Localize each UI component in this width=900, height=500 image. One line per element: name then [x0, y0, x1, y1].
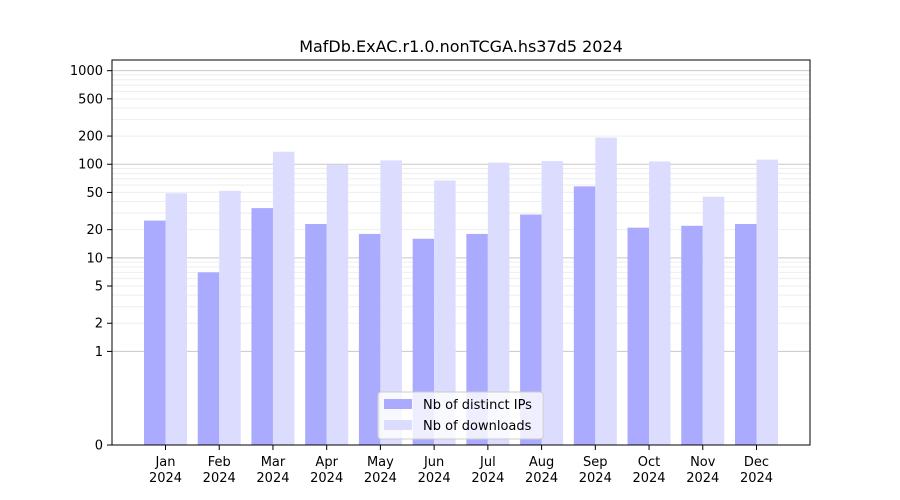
chart-title: MafDb.ExAC.r1.0.nonTCGA.hs37d5 2024 — [299, 37, 623, 56]
bar-downloads — [702, 196, 725, 445]
bar-distinct-ips — [681, 225, 703, 445]
x-tick-label: Aug 2024 — [525, 455, 558, 486]
bar-distinct-ips — [520, 214, 542, 445]
bar-distinct-ips — [197, 272, 220, 445]
x-tick-label: Nov 2024 — [686, 455, 719, 486]
bar-downloads — [165, 193, 187, 445]
legend-swatch — [384, 399, 412, 409]
bar-downloads — [326, 164, 349, 445]
y-tick-label: 10 — [86, 251, 103, 266]
bar-distinct-ips — [627, 227, 650, 445]
x-tick-label: May 2024 — [364, 455, 397, 486]
bar-downloads — [487, 162, 510, 445]
y-tick-label: 100 — [78, 158, 103, 173]
legend-swatch — [384, 420, 412, 430]
bars — [144, 137, 778, 446]
bar-downloads — [380, 160, 402, 445]
y-axis: 0 1 2 5 10 20 50 100 200 500 1000 — [70, 64, 112, 454]
bar-downloads — [649, 161, 671, 445]
x-tick-label: Oct 2024 — [632, 455, 665, 486]
bar-distinct-ips — [144, 220, 166, 445]
x-tick-label: Jul 2024 — [471, 455, 504, 486]
legend-label: Nb of downloads — [423, 419, 532, 434]
y-tick-label: 500 — [78, 92, 103, 107]
legend-box — [377, 391, 544, 440]
x-tick-label: Apr 2024 — [310, 455, 343, 486]
y-tick-label: 20 — [86, 223, 103, 238]
y-tick-label: 50 — [86, 186, 103, 201]
y-tick-label: 5 — [95, 280, 103, 295]
bar-downloads — [272, 151, 295, 445]
x-tick-label: Dec 2024 — [740, 455, 773, 486]
legend-label: Nb of distinct IPs — [423, 398, 532, 413]
plot-frame — [111, 59, 811, 446]
bar-distinct-ips — [573, 186, 596, 445]
y-tick-label: 1000 — [70, 64, 103, 79]
bar-downloads — [541, 161, 564, 445]
bar-downloads — [595, 137, 617, 446]
x-tick-label: Sep 2024 — [579, 455, 612, 486]
x-tick-label: Mar 2024 — [256, 455, 289, 486]
bar-downloads — [219, 190, 241, 445]
bar-distinct-ips — [735, 223, 757, 445]
x-tick-label: Feb 2024 — [203, 455, 236, 486]
x-tick-label: Jun 2024 — [418, 455, 451, 486]
bar-distinct-ips — [358, 233, 381, 445]
y-tick-label: 2 — [95, 317, 103, 332]
y-tick-label: 200 — [78, 130, 103, 145]
x-tick-label: Jan 2024 — [149, 455, 182, 486]
bar-distinct-ips — [251, 208, 273, 445]
x-axis: Jan 2024 Feb 2024 Mar 2024 Apr 2024 May 2024 Jun 20… — [149, 445, 773, 486]
bar-downloads — [756, 159, 778, 445]
bar-distinct-ips — [305, 223, 327, 445]
bar-downloads — [434, 180, 456, 446]
y-tick-label: 0 — [95, 439, 103, 454]
y-tick-label: 1 — [95, 345, 103, 360]
legend: Nb of distinct IPs Nb of downloads — [377, 391, 544, 440]
